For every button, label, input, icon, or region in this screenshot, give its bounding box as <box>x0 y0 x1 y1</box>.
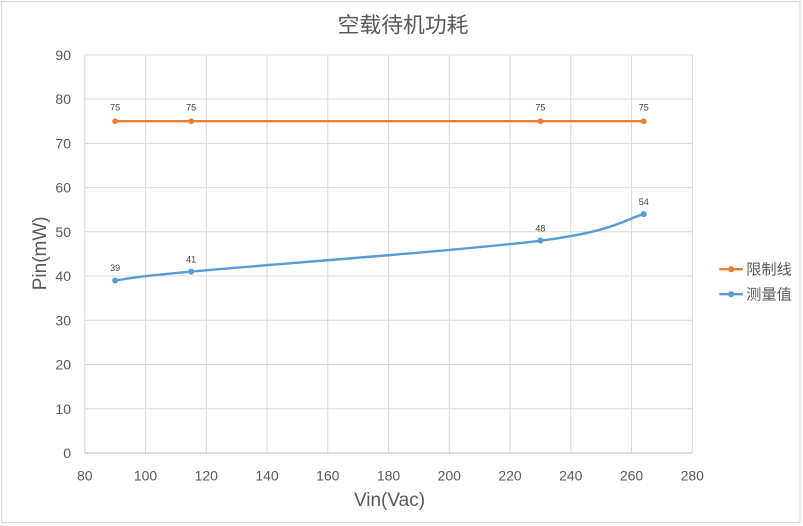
svg-text:41: 41 <box>186 254 196 264</box>
svg-text:160: 160 <box>316 468 340 484</box>
svg-text:60: 60 <box>55 180 71 196</box>
svg-text:75: 75 <box>186 103 196 113</box>
svg-text:Vin(Vac): Vin(Vac) <box>354 490 425 511</box>
svg-text:Pin(mW): Pin(mW) <box>30 216 51 290</box>
svg-text:260: 260 <box>620 468 644 484</box>
svg-text:120: 120 <box>195 468 219 484</box>
svg-text:70: 70 <box>55 135 71 151</box>
svg-text:280: 280 <box>681 468 705 484</box>
svg-text:200: 200 <box>438 468 462 484</box>
svg-text:0: 0 <box>63 445 71 461</box>
svg-text:48: 48 <box>535 223 545 233</box>
svg-text:100: 100 <box>134 468 158 484</box>
svg-text:75: 75 <box>639 103 649 113</box>
svg-text:220: 220 <box>498 468 522 484</box>
svg-text:80: 80 <box>77 468 93 484</box>
svg-text:75: 75 <box>110 103 120 113</box>
svg-text:50: 50 <box>55 224 71 240</box>
svg-text:90: 90 <box>55 47 71 63</box>
svg-text:30: 30 <box>55 312 71 328</box>
svg-text:80: 80 <box>55 91 71 107</box>
svg-text:75: 75 <box>535 103 545 113</box>
svg-text:180: 180 <box>377 468 401 484</box>
svg-text:40: 40 <box>55 268 71 284</box>
svg-text:20: 20 <box>55 357 71 373</box>
svg-text:240: 240 <box>559 468 583 484</box>
svg-text:10: 10 <box>55 401 71 417</box>
svg-text:39: 39 <box>110 263 120 273</box>
svg-text:140: 140 <box>255 468 279 484</box>
svg-text:54: 54 <box>639 197 649 207</box>
